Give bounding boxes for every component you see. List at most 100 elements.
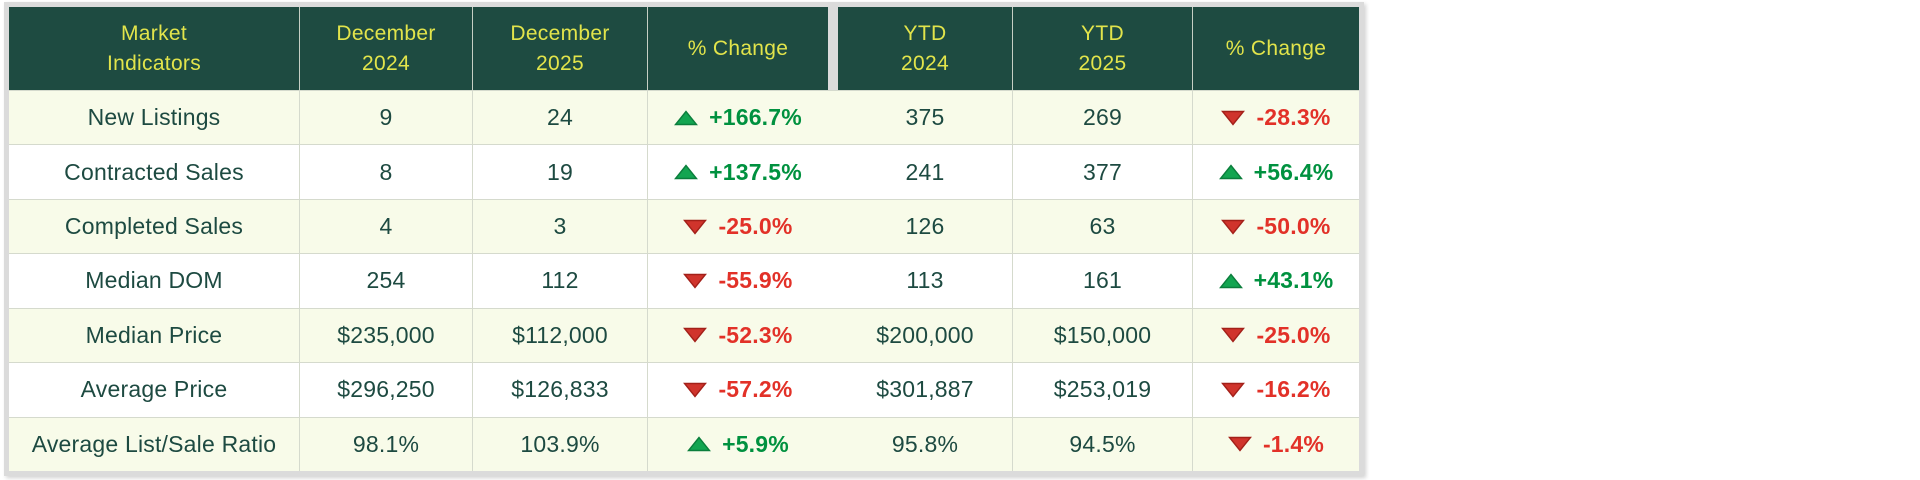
- pct-change-value: -55.9%: [718, 267, 793, 294]
- indicator-cell: Median DOM: [9, 254, 300, 308]
- header-line: Indicators: [106, 51, 202, 75]
- dec-2025-cell: 3: [473, 199, 648, 254]
- pct-change-value: +166.7%: [709, 104, 802, 131]
- column-group-divider: [828, 308, 838, 363]
- table-row: Completed Sales 4 3 -25.0% 126 63 -50.0%: [9, 198, 1359, 254]
- header-line: YTD: [1081, 21, 1124, 45]
- column-group-divider: [828, 145, 838, 199]
- ytd-2024-cell: $200,000: [838, 308, 1013, 363]
- ytd-change-cell: -50.0%: [1193, 199, 1359, 254]
- ytd-change-cell: +43.1%: [1193, 254, 1359, 308]
- dec-change-cell: -25.0%: [648, 199, 828, 254]
- header-line: YTD: [903, 21, 947, 45]
- header-line: % Change: [1225, 36, 1327, 60]
- ytd-2025-cell: 377: [1013, 145, 1193, 199]
- dec-2024-cell: 9: [300, 91, 473, 145]
- ytd-2025-cell: 269: [1013, 91, 1193, 145]
- header-line: 2025: [1078, 51, 1127, 75]
- header-line: 2024: [362, 51, 410, 75]
- ytd-2025-cell: 63: [1013, 199, 1193, 254]
- ytd-change-cell: +56.4%: [1193, 145, 1359, 199]
- indicator-cell: Average List/Sale Ratio: [9, 417, 300, 471]
- dec-2024-cell: $296,250: [300, 363, 473, 417]
- ytd-2024-cell: 241: [838, 145, 1013, 199]
- col-header-ytd-2024: YTD 2024: [838, 7, 1013, 90]
- pct-change-value: +56.4%: [1253, 158, 1334, 185]
- dec-2025-cell: 19: [473, 145, 648, 199]
- ytd-2024-cell: 113: [838, 254, 1013, 308]
- column-group-divider: [828, 199, 838, 254]
- ytd-2025-cell: 94.5%: [1013, 417, 1193, 471]
- header-line: 2025: [536, 51, 584, 75]
- header-line: 2024: [901, 51, 949, 75]
- trend-triangle-icon: [683, 273, 708, 289]
- ytd-2024-cell: 126: [838, 199, 1013, 254]
- ytd-2024-cell: 375: [838, 91, 1013, 145]
- trend-triangle-icon: [683, 328, 708, 344]
- header-line: December: [336, 21, 436, 45]
- market-indicators-table: Market Indicators December 2024 December…: [4, 2, 1364, 476]
- pct-change-value: -16.2%: [1256, 376, 1331, 403]
- trend-triangle-icon: [1221, 219, 1246, 235]
- dec-change-cell: -57.2%: [648, 363, 828, 417]
- column-group-divider: [828, 7, 838, 90]
- dec-change-cell: +5.9%: [648, 417, 828, 471]
- trend-triangle-icon: [683, 219, 708, 235]
- ytd-change-cell: -16.2%: [1193, 363, 1359, 417]
- trend-triangle-icon: [683, 382, 708, 398]
- table-row: Median Price $235,000 $112,000 -52.3% $2…: [9, 307, 1359, 363]
- indicator-cell: Completed Sales: [9, 199, 300, 254]
- table-row: Contracted Sales 8 19 +137.5% 241 377 +5…: [9, 144, 1359, 199]
- trend-triangle-icon: [674, 110, 699, 125]
- col-header-pct-change-ytd: % Change: [1193, 7, 1359, 90]
- table-row: Median DOM 254 112 -55.9% 113 161 +43.1%: [9, 253, 1359, 308]
- col-header-december-2025: December 2025: [473, 7, 648, 90]
- indicator-cell: Contracted Sales: [9, 145, 300, 199]
- table-row: Average Price $296,250 $126,833 -57.2% $…: [9, 362, 1359, 417]
- table-header-row: Market Indicators December 2024 December…: [9, 7, 1359, 90]
- trend-triangle-icon: [1218, 273, 1243, 289]
- col-header-ytd-2025: YTD 2025: [1013, 7, 1193, 90]
- table-row: New Listings 9 24 +166.7% 375 269 -28.3%: [9, 90, 1359, 145]
- column-group-divider: [828, 254, 838, 308]
- header-line: % Change: [687, 36, 789, 60]
- indicator-cell: Median Price: [9, 308, 300, 363]
- trend-triangle-icon: [1218, 164, 1243, 180]
- indicator-cell: New Listings: [9, 91, 300, 145]
- ytd-change-cell: -1.4%: [1193, 417, 1359, 471]
- header-line: December: [510, 21, 610, 45]
- dec-2025-cell: $126,833: [473, 363, 648, 417]
- trend-triangle-icon: [1221, 328, 1246, 344]
- dec-change-cell: -52.3%: [648, 308, 828, 363]
- column-group-divider: [828, 417, 838, 471]
- dec-change-cell: -55.9%: [648, 254, 828, 308]
- trend-triangle-icon: [674, 164, 699, 180]
- pct-change-value: -25.0%: [718, 213, 793, 240]
- dec-2025-cell: 103.9%: [473, 417, 648, 471]
- ytd-2024-cell: 95.8%: [838, 417, 1013, 471]
- dec-2024-cell: 98.1%: [300, 417, 473, 471]
- ytd-change-cell: -28.3%: [1193, 91, 1359, 145]
- trend-triangle-icon: [1227, 437, 1252, 452]
- dec-2025-cell: 112: [473, 254, 648, 308]
- dec-2025-cell: $112,000: [473, 308, 648, 363]
- dec-2024-cell: 254: [300, 254, 473, 308]
- pct-change-value: +43.1%: [1253, 267, 1334, 294]
- dec-2024-cell: 8: [300, 145, 473, 199]
- ytd-2025-cell: $150,000: [1013, 308, 1193, 363]
- ytd-2024-cell: $301,887: [838, 363, 1013, 417]
- pct-change-value: -1.4%: [1262, 430, 1325, 457]
- dec-change-cell: +166.7%: [648, 91, 828, 145]
- dec-change-cell: +137.5%: [648, 145, 828, 199]
- ytd-change-cell: -25.0%: [1193, 308, 1359, 363]
- trend-triangle-icon: [687, 436, 712, 452]
- trend-triangle-icon: [1221, 110, 1246, 126]
- pct-change-value: -50.0%: [1256, 213, 1331, 240]
- dec-2024-cell: $235,000: [300, 308, 473, 363]
- pct-change-value: -52.3%: [718, 321, 793, 348]
- col-header-december-2024: December 2024: [300, 7, 473, 90]
- col-header-market-indicators: Market Indicators: [9, 7, 300, 90]
- dec-2024-cell: 4: [300, 199, 473, 254]
- indicator-cell: Average Price: [9, 363, 300, 417]
- ytd-2025-cell: 161: [1013, 254, 1193, 308]
